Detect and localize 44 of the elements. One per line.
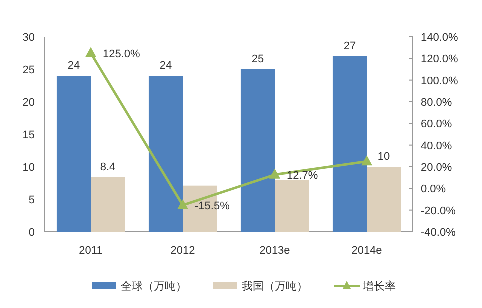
y-tick-label: 20: [22, 97, 35, 109]
data-label: 24: [160, 60, 172, 72]
y-tick-label: 10: [22, 162, 35, 174]
y2-tick-label: 100.0%: [421, 75, 459, 88]
data-label: 27: [344, 40, 356, 52]
y2-tick-label: 80.0%: [421, 97, 452, 109]
bar: [275, 180, 310, 232]
y2-tick-label: 120.0%: [421, 54, 459, 66]
y-tick-label: 25: [22, 64, 35, 76]
y2-tick-label: 20.0%: [421, 162, 452, 174]
y2-tick-label: 60.0%: [421, 118, 452, 131]
y2-tick-label: -40.0%: [421, 227, 456, 239]
legend-label: 我国（万吨）: [242, 280, 308, 293]
point: [362, 156, 372, 166]
legend-label: 增长率: [362, 280, 396, 293]
bar: [240, 70, 275, 232]
y-tick-label: 15: [22, 130, 35, 142]
data-label: 25: [252, 54, 264, 66]
bar: [367, 167, 402, 232]
data-label: -15.5%: [195, 200, 230, 212]
legend-label: 全球（万吨）: [121, 280, 187, 293]
y2-tick-label: 40.0%: [421, 140, 452, 152]
x-tick-label: 2014e: [352, 245, 382, 257]
y2-tick-label: 140.0%: [421, 32, 459, 44]
point: [178, 199, 188, 210]
y-tick-label: 5: [28, 194, 35, 206]
data-label: 10: [378, 151, 390, 163]
x-tick-label: 2012: [170, 245, 196, 257]
x-tick-label: 2011: [79, 245, 103, 257]
bar: [148, 76, 183, 232]
data-label: 8.4: [100, 161, 116, 174]
point: [270, 168, 280, 179]
y-tick-label: 30: [22, 32, 35, 44]
y-tick-label: 0: [28, 227, 35, 239]
bar: [91, 177, 126, 232]
data-label: 12.7%: [287, 170, 318, 182]
data-label: 125.0%: [103, 48, 141, 60]
y2-tick-label: -20.0%: [421, 205, 456, 218]
point: [86, 47, 96, 58]
x-tick-label: 2013e: [260, 245, 290, 257]
y2-tick-label: 0.0%: [421, 184, 446, 196]
bar: [56, 76, 91, 232]
bar: [332, 56, 367, 232]
data-label: 24: [68, 60, 80, 72]
